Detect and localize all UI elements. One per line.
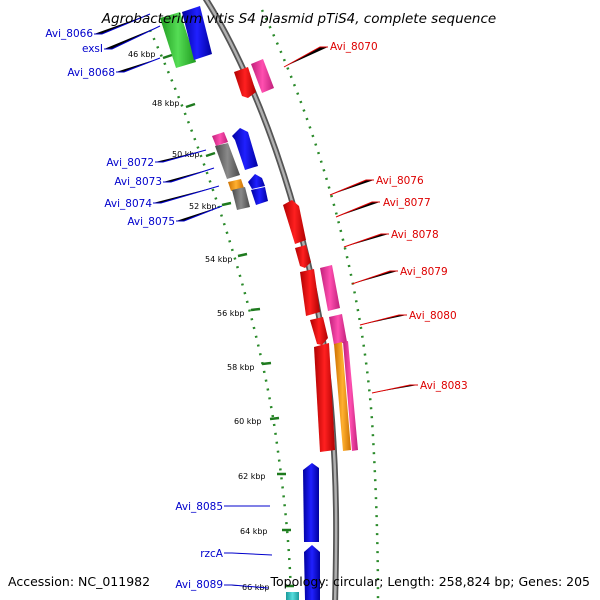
tick-label-48kbp: 48 kbp bbox=[152, 99, 180, 108]
gene-label-avi8085: Avi_8085 bbox=[175, 501, 223, 513]
gene-avi8079-pink bbox=[320, 265, 340, 311]
tick-label-60kbp: 60 kbp bbox=[234, 417, 262, 426]
accession-text: Accession: NC_011982 bbox=[8, 574, 150, 589]
tick-label-58kbp: 58 kbp bbox=[227, 363, 255, 372]
gene-label-avi8066: Avi_8066 bbox=[45, 28, 93, 40]
gene-label-avi8083: Avi_8083 bbox=[420, 380, 468, 392]
tick-label-56kbp: 56 kbp bbox=[217, 309, 245, 318]
gene-label-avi8070: Avi_8070 bbox=[330, 41, 378, 53]
gene-label-avi8072: Avi_8072 bbox=[106, 157, 154, 169]
gene-label-avi8077: Avi_8077 bbox=[383, 197, 431, 209]
gene-avi8074-orange bbox=[228, 179, 244, 191]
gene-avi8070-red bbox=[234, 67, 256, 98]
outer-dotted-track bbox=[260, 9, 380, 600]
tick-label-46kbp: 46 kbp bbox=[128, 50, 156, 59]
gene-avi8083-pink bbox=[343, 341, 358, 451]
gene-avi8076-red bbox=[283, 200, 306, 244]
gene-avi8083-orange bbox=[334, 342, 351, 451]
gene-label-exsI: exsI bbox=[82, 43, 103, 55]
gene-label-avi8073: Avi_8073 bbox=[114, 176, 162, 188]
left-label-connectors bbox=[94, 13, 273, 589]
gene-label-avi8068: Avi_8068 bbox=[67, 67, 115, 79]
gene-avi8078-red bbox=[300, 269, 320, 316]
gene-avi8075-blue-b bbox=[251, 187, 268, 205]
gene-avi8074-blue-a bbox=[248, 174, 265, 189]
gene-avi8066-green bbox=[160, 12, 196, 68]
gene-avi8075-gray bbox=[232, 187, 250, 210]
tick-label-64kbp: 64 kbp bbox=[240, 527, 268, 536]
gene-label-avi8078: Avi_8078 bbox=[391, 229, 439, 241]
gene-label-avi8079: Avi_8079 bbox=[400, 266, 448, 278]
gene-avi8080-pink bbox=[329, 314, 347, 345]
gene-avi8073-gray bbox=[215, 143, 240, 179]
gene-avi8070-pink bbox=[251, 59, 274, 93]
gene-avi8077-red bbox=[295, 245, 311, 268]
gene-label-avi8089: Avi_8089 bbox=[175, 579, 223, 591]
gene-avi8083-red bbox=[314, 343, 335, 452]
right-label-connectors bbox=[283, 46, 418, 394]
gene-avi8072-pink bbox=[212, 132, 228, 146]
major-ticks bbox=[162, 53, 294, 588]
tick-label-54kbp: 54 kbp bbox=[205, 255, 233, 264]
gene-label-avi8075: Avi_8075 bbox=[127, 216, 175, 228]
gene-rzcA-blue bbox=[304, 545, 320, 600]
gene-exsI-blue bbox=[182, 6, 212, 60]
gene-avi8080-red bbox=[310, 317, 328, 345]
topology-summary-text: Topology: circular; Length: 258,824 bp; … bbox=[270, 574, 591, 589]
tick-label-62kbp: 62 kbp bbox=[238, 472, 266, 481]
tick-label-50kbp: 50 kbp bbox=[172, 150, 200, 159]
gene-label-avi8076: Avi_8076 bbox=[376, 175, 424, 187]
gene-label-avi8074: Avi_8074 bbox=[104, 198, 152, 210]
gene-avi8072-blue bbox=[232, 128, 258, 170]
map-title: Agrobacterium vitis S4 plasmid pTiS4, co… bbox=[101, 11, 496, 27]
tick-label-66kbp: 66 kbp bbox=[242, 583, 270, 592]
gene-avi8089-cyan bbox=[286, 592, 299, 600]
gene-label-rzcA: rzcA bbox=[200, 548, 224, 560]
gene-label-avi8080: Avi_8080 bbox=[409, 310, 457, 322]
gene-avi8085-blue bbox=[303, 463, 319, 542]
tick-label-52kbp: 52 kbp bbox=[189, 202, 217, 211]
